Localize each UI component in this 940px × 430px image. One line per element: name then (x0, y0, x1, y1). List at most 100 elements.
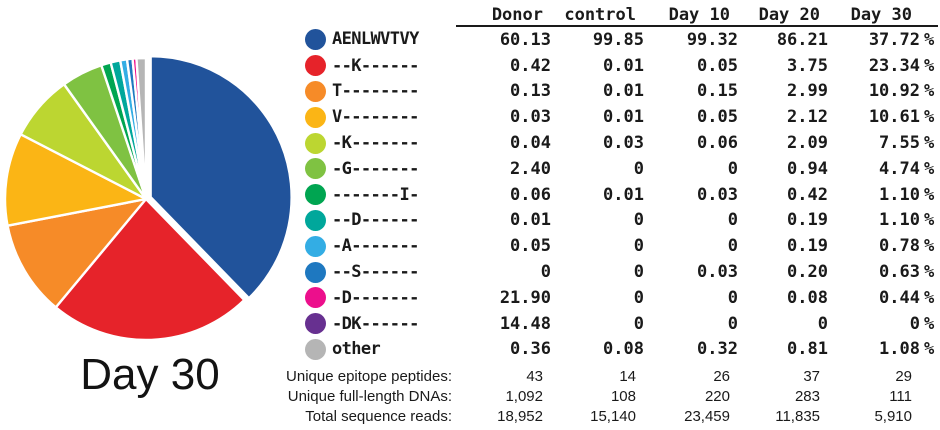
summary-value: 5,910 (874, 407, 912, 425)
sequence-label: -G------- (332, 158, 419, 179)
value-cell: 0 (909, 313, 920, 334)
value-cell: 99.85 (592, 29, 644, 50)
legend-dot-cell (298, 182, 332, 208)
legend-dot-cell (298, 259, 332, 285)
value-cell: 2.12 (787, 107, 828, 128)
pie-slice---K------ (54, 197, 246, 342)
summary-value: 15,140 (590, 407, 636, 425)
pie-slice-V-------- (3, 133, 148, 227)
sequence-label: AENLWVTVY (332, 29, 419, 50)
percent-sign: % (924, 210, 935, 231)
legend-dot-icon (305, 261, 326, 283)
summary-spacer (920, 366, 938, 386)
value-cell: 0.36 (510, 339, 551, 360)
legend-dot-cell (298, 311, 332, 337)
value-cell: 2.09 (787, 133, 828, 154)
summary-label: Unique epitope peptides: (286, 367, 452, 385)
percent-sign: % (924, 133, 935, 154)
legend-dot-icon (305, 313, 326, 335)
value-cell: 0.01 (603, 107, 644, 128)
summary-table: Unique epitope peptides: 43 14 26 37 29 Unique… (280, 366, 938, 426)
summary-value: 23,459 (684, 407, 730, 425)
summary-value: 111 (889, 387, 912, 405)
sequence-label: --D------ (332, 210, 419, 231)
value-cell: 3.75 (787, 55, 828, 76)
value-cell: 0 (727, 210, 738, 231)
value-cell: 0.63 (879, 262, 920, 283)
value-cell: 0 (633, 313, 644, 334)
legend-dot-cell (298, 208, 332, 234)
sequence-label: V-------- (332, 107, 419, 128)
legend-dot-cell (298, 233, 332, 259)
value-cell: 0.42 (787, 184, 828, 205)
value-cell: 0 (633, 158, 644, 179)
column-header: Day 30 (828, 0, 920, 27)
legend-dot-icon (305, 338, 326, 360)
legend-dot-cell (298, 79, 332, 105)
value-cell: 21.90 (499, 287, 551, 308)
value-cell: 0 (633, 210, 644, 231)
pie-slice-AENLWVTVY (149, 54, 293, 300)
value-cell: 0.13 (510, 81, 551, 102)
legend-dot-icon (305, 184, 326, 206)
legend-dot-cell (298, 156, 332, 182)
legend-dot-icon (305, 28, 326, 50)
value-cell: 0.15 (697, 81, 738, 102)
value-cell: 0.05 (697, 55, 738, 76)
table-row: -D------- 21.90 0 0 0.08 0.44% (298, 285, 938, 311)
value-cell: 86.21 (776, 29, 828, 50)
value-cell: 0.42 (510, 55, 551, 76)
value-cell: 0.03 (697, 262, 738, 283)
header-spacer (332, 0, 456, 26)
percent-sign: % (924, 55, 935, 76)
summary-spacer (920, 406, 938, 426)
value-cell: 0 (727, 236, 738, 257)
value-cell: 0.05 (510, 236, 551, 257)
percent-sign: % (924, 81, 935, 102)
value-cell: 2.40 (510, 158, 551, 179)
value-cell: 0.08 (603, 339, 644, 360)
legend-dot-cell (298, 337, 332, 363)
percent-sign: % (924, 236, 935, 257)
legend-dot-cell (298, 26, 332, 53)
value-cell: 0.01 (603, 55, 644, 76)
summary-value: 11,835 (775, 407, 820, 425)
summary-value: 14 (619, 367, 636, 385)
column-header-percent (920, 0, 938, 27)
legend-dot-cell (298, 285, 332, 311)
value-cell: 0.01 (510, 210, 551, 231)
summary-label: Total sequence reads: (305, 407, 452, 425)
legend-dot-icon (305, 158, 326, 180)
value-cell: 0.01 (603, 81, 644, 102)
value-cell: 0.03 (510, 107, 551, 128)
table-row: --S------ 0 0 0.03 0.20 0.63% (298, 259, 938, 285)
value-cell: 1.10 (879, 184, 920, 205)
value-cell: 0.04 (510, 133, 551, 154)
summary-value: 18,952 (497, 407, 543, 425)
value-cell: 0.94 (787, 158, 828, 179)
value-cell: 1.08 (879, 339, 920, 360)
summary-row: Total sequence reads: 18,952 15,140 23,459 1… (280, 406, 938, 426)
value-cell: 0 (540, 262, 551, 283)
value-cell: 0 (727, 287, 738, 308)
percent-sign: % (924, 29, 935, 50)
column-header: Day 10 (644, 0, 738, 27)
value-cell: 0.01 (603, 184, 644, 205)
value-cell: 0.19 (787, 210, 828, 231)
table-row: V-------- 0.03 0.01 0.05 2.12 10.61% (298, 104, 938, 130)
pie-slice-T-------- (6, 197, 148, 309)
value-cell: 23.34 (868, 55, 920, 76)
value-cell: 60.13 (499, 29, 551, 50)
percent-sign: % (924, 287, 935, 308)
sequence-label: --S------ (332, 262, 419, 283)
legend-dot-icon (305, 287, 326, 309)
legend-dot-cell (298, 130, 332, 156)
value-cell: 10.92 (868, 81, 920, 102)
value-cell: 0 (727, 158, 738, 179)
value-cell: 0.03 (603, 133, 644, 154)
sequence-label: other (332, 339, 381, 360)
table-row: AENLWVTVY 60.13 99.85 99.32 86.21 37.72% (298, 26, 938, 53)
value-cell: 0.03 (697, 184, 738, 205)
table-header: Donor control Day 10 Day 20 Day 30 (298, 0, 938, 27)
legend-dot-icon (305, 132, 326, 154)
